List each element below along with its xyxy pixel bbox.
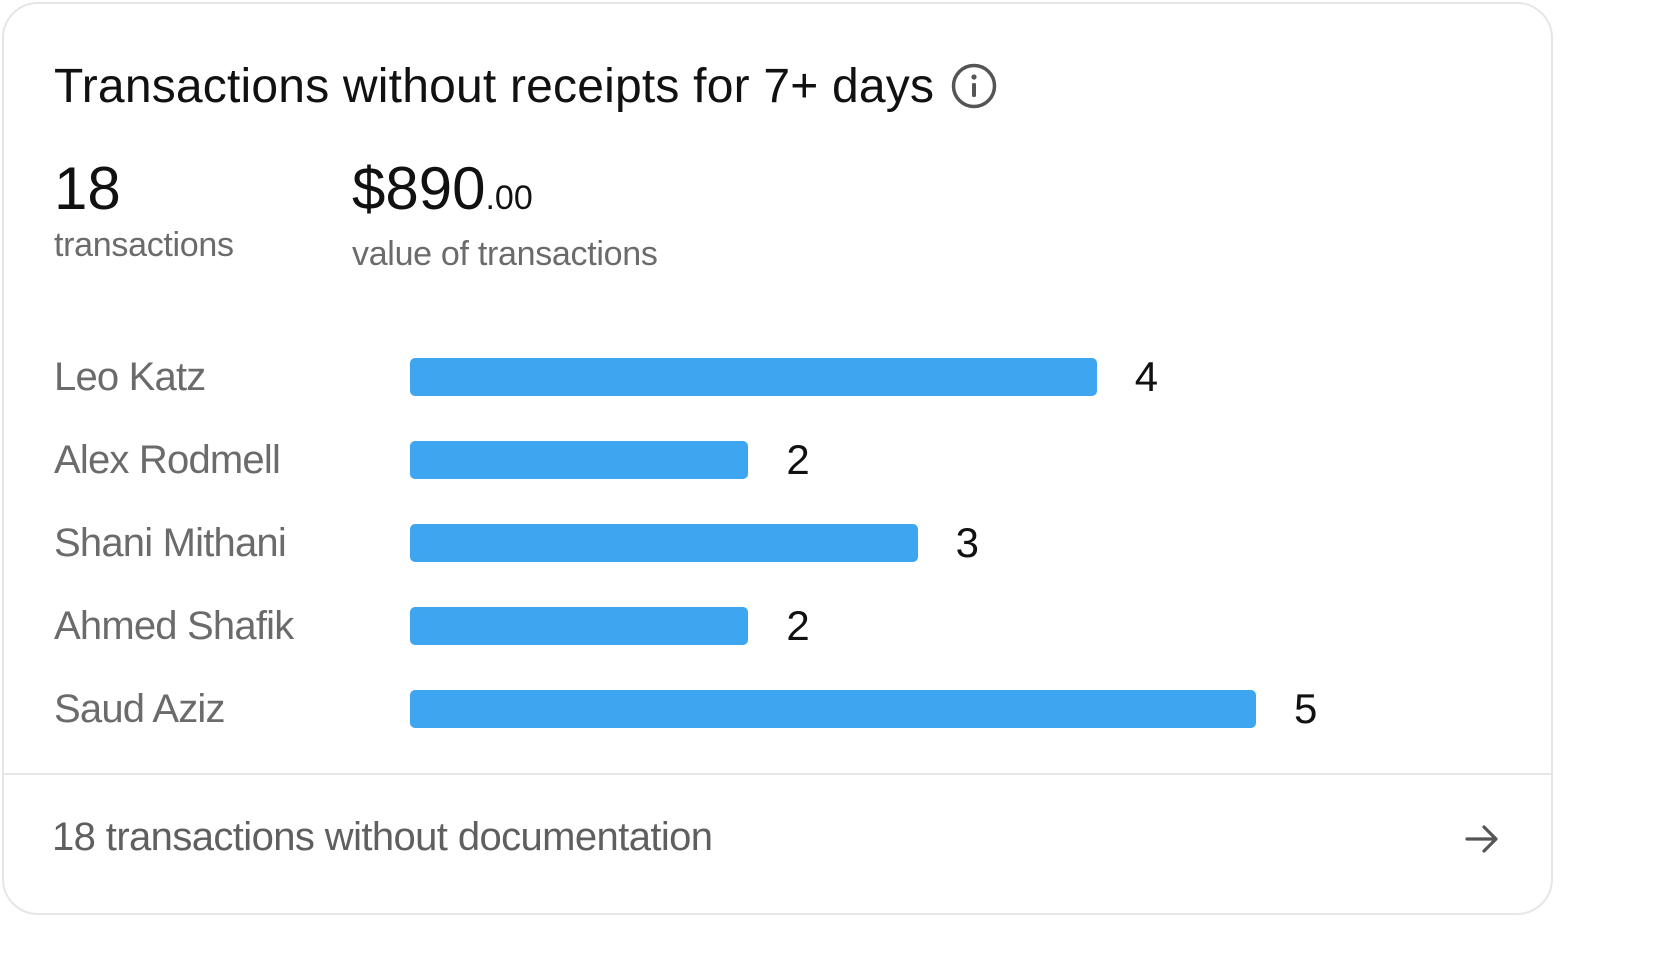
bar-row: Alex Rodmell 2 [54, 433, 1494, 516]
bar-category-label: Saud Aziz [54, 687, 226, 731]
transaction-count-label: transactions [54, 226, 234, 264]
bar-category-label: Alex Rodmell [54, 438, 281, 482]
view-transactions-link[interactable]: 18 transactions without documentation [4, 775, 1551, 913]
amount-cents: .00 [485, 179, 533, 217]
transaction-value-label: value of transactions [352, 235, 658, 273]
bar-category-label: Ahmed Shafik [54, 604, 294, 648]
card-title: Transactions without receipts for 7+ day… [54, 59, 935, 113]
bar [410, 690, 1256, 728]
arrow-right-icon[interactable] [1462, 819, 1502, 859]
bar-value-label: 2 [786, 436, 810, 483]
bar [410, 607, 749, 645]
bar [410, 441, 749, 479]
bar-category-label: Leo Katz [54, 355, 206, 399]
bar-value-label: 2 [786, 602, 810, 649]
bar-row: Saud Aziz 5 [54, 682, 1494, 765]
bar-value-label: 5 [1294, 685, 1318, 732]
bar-row: Leo Katz 4 [54, 350, 1494, 433]
transactions-card: Transactions without receipts for 7+ day… [2, 2, 1553, 915]
amount-dollars: $890 [352, 155, 486, 222]
employee-bar-chart: Leo Katz 4 Alex Rodmell 2 Shani Mithani 3 Ahme… [54, 350, 1494, 765]
bar [410, 524, 918, 562]
footer-divider [4, 773, 1551, 775]
bar-row: Ahmed Shafik 2 [54, 599, 1494, 682]
bar-category-label: Shani Mithani [54, 521, 287, 565]
transaction-value-stat: $890.00 value of transactions [352, 156, 658, 274]
card-header: Transactions without receipts for 7+ day… [54, 56, 998, 116]
bar-value-label: 4 [1134, 353, 1159, 400]
transaction-value-amount: $890.00 [352, 156, 658, 231]
bar [410, 358, 1097, 396]
transaction-count-stat: 18 transactions [54, 156, 234, 265]
footer-link-text: 18 transactions without documentation [52, 815, 713, 859]
transaction-count-value: 18 [54, 155, 121, 222]
info-icon[interactable] [950, 62, 998, 110]
bar-row: Shani Mithani 3 [54, 516, 1494, 599]
bar-value-label: 3 [955, 519, 979, 566]
